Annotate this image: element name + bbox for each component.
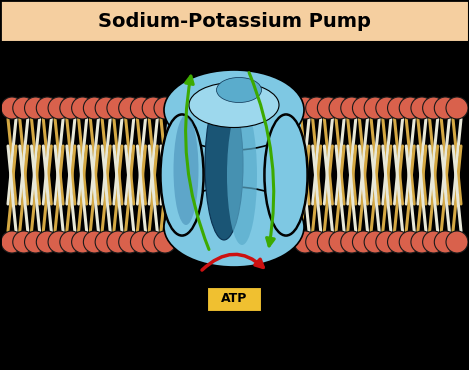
Circle shape (13, 231, 35, 253)
Circle shape (1, 97, 23, 119)
Circle shape (329, 97, 351, 119)
Circle shape (130, 231, 152, 253)
Circle shape (387, 231, 409, 253)
Circle shape (95, 231, 117, 253)
Text: Sodium-Potassium Pump: Sodium-Potassium Pump (98, 11, 371, 30)
FancyBboxPatch shape (207, 287, 261, 311)
Circle shape (60, 97, 82, 119)
Circle shape (107, 97, 129, 119)
Ellipse shape (164, 70, 304, 150)
Circle shape (119, 97, 141, 119)
Circle shape (36, 231, 58, 253)
Circle shape (72, 231, 94, 253)
Bar (0, 0, 469, 42)
Circle shape (364, 231, 386, 253)
Circle shape (95, 97, 117, 119)
Ellipse shape (174, 115, 198, 225)
Circle shape (411, 231, 433, 253)
Circle shape (423, 97, 445, 119)
Circle shape (341, 231, 363, 253)
Circle shape (341, 97, 363, 119)
Circle shape (423, 231, 445, 253)
Circle shape (446, 97, 468, 119)
Circle shape (24, 231, 46, 253)
Circle shape (306, 231, 328, 253)
FancyBboxPatch shape (167, 108, 301, 229)
Ellipse shape (161, 115, 203, 235)
Circle shape (387, 97, 409, 119)
Circle shape (142, 97, 164, 119)
Ellipse shape (217, 77, 262, 102)
Ellipse shape (265, 115, 307, 235)
Circle shape (306, 97, 328, 119)
Circle shape (107, 231, 129, 253)
Circle shape (24, 97, 46, 119)
Circle shape (72, 97, 94, 119)
Circle shape (60, 231, 82, 253)
Circle shape (294, 97, 316, 119)
Circle shape (318, 97, 340, 119)
Circle shape (376, 231, 398, 253)
Circle shape (364, 97, 386, 119)
Circle shape (353, 231, 374, 253)
Circle shape (36, 97, 58, 119)
Circle shape (83, 231, 106, 253)
Circle shape (142, 231, 164, 253)
Circle shape (434, 231, 456, 253)
Circle shape (318, 231, 340, 253)
Circle shape (376, 97, 398, 119)
Circle shape (13, 97, 35, 119)
Circle shape (411, 97, 433, 119)
Circle shape (329, 231, 351, 253)
Ellipse shape (189, 83, 279, 128)
Circle shape (399, 97, 421, 119)
Circle shape (1, 231, 23, 253)
Ellipse shape (205, 90, 243, 240)
Circle shape (119, 231, 141, 253)
Circle shape (83, 97, 106, 119)
Circle shape (154, 97, 176, 119)
Circle shape (399, 231, 421, 253)
Ellipse shape (164, 187, 304, 267)
Circle shape (434, 97, 456, 119)
Text: ATP: ATP (221, 293, 247, 306)
Circle shape (294, 231, 316, 253)
Circle shape (446, 231, 468, 253)
Circle shape (154, 231, 176, 253)
Circle shape (48, 231, 70, 253)
Circle shape (353, 97, 374, 119)
Circle shape (48, 97, 70, 119)
Circle shape (130, 97, 152, 119)
Ellipse shape (227, 105, 257, 245)
